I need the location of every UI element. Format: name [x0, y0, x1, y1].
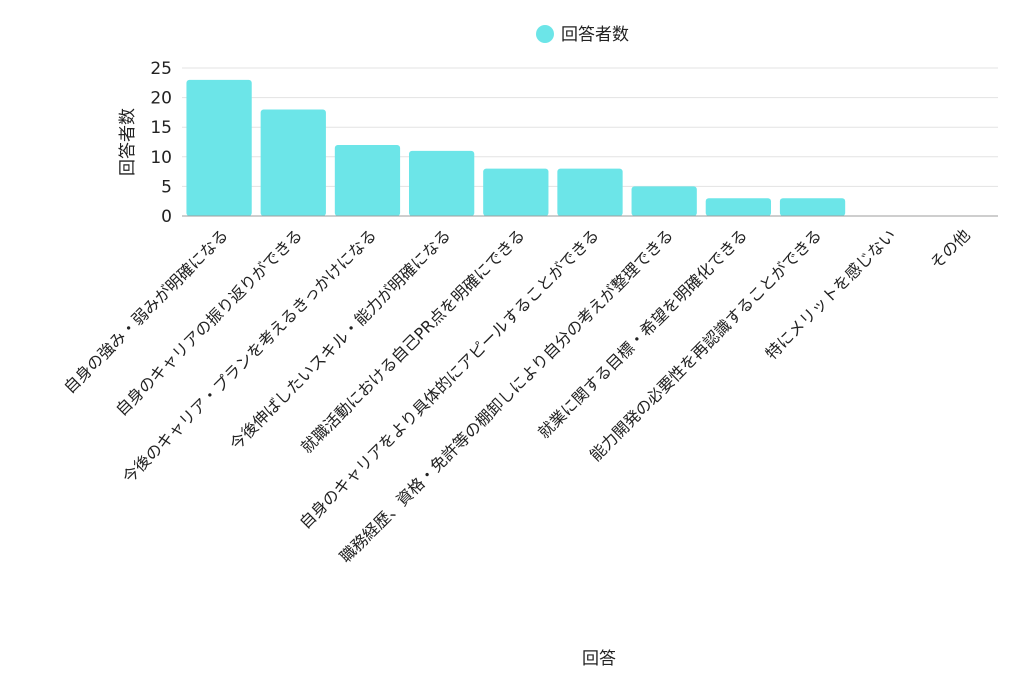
bar [334, 144, 401, 216]
bar [779, 198, 846, 216]
y-tick-label: 25 [150, 59, 172, 79]
x-axis-labels: 自身の強み・弱みが明確になる自身のキャリアの振り返りができる今後のキャリア・プラ… [60, 225, 974, 566]
y-tick-label: 20 [150, 89, 172, 109]
y-tick-label: 5 [161, 177, 172, 197]
bar [186, 79, 252, 216]
x-tick-label: 特にメリットを感じない [762, 225, 900, 363]
x-axis-title: 回答 [582, 649, 616, 669]
y-tick-label: 10 [150, 148, 172, 168]
bars [186, 79, 846, 216]
x-tick-label: その他 [926, 225, 973, 272]
y-axis-ticks: 0 5 10 15 20 25 [150, 59, 172, 227]
bar [705, 198, 772, 216]
y-tick-label: 15 [150, 118, 172, 138]
bar [631, 186, 697, 216]
bar [408, 150, 475, 216]
bar [557, 168, 623, 216]
x-tick-label: 職務経歴、資格・免許等の棚卸しにより自分の考えが整理できる [336, 225, 677, 566]
legend-swatch-icon [536, 25, 554, 43]
legend: 回答者数 [536, 25, 629, 45]
bar [483, 168, 549, 216]
y-axis-title: 回答者数 [118, 108, 138, 176]
x-tick-label: 今後のキャリア・プランを考えるきっかけになる [119, 225, 381, 487]
bar [260, 109, 326, 216]
y-tick-label: 0 [161, 207, 172, 227]
legend-label: 回答者数 [561, 25, 629, 45]
